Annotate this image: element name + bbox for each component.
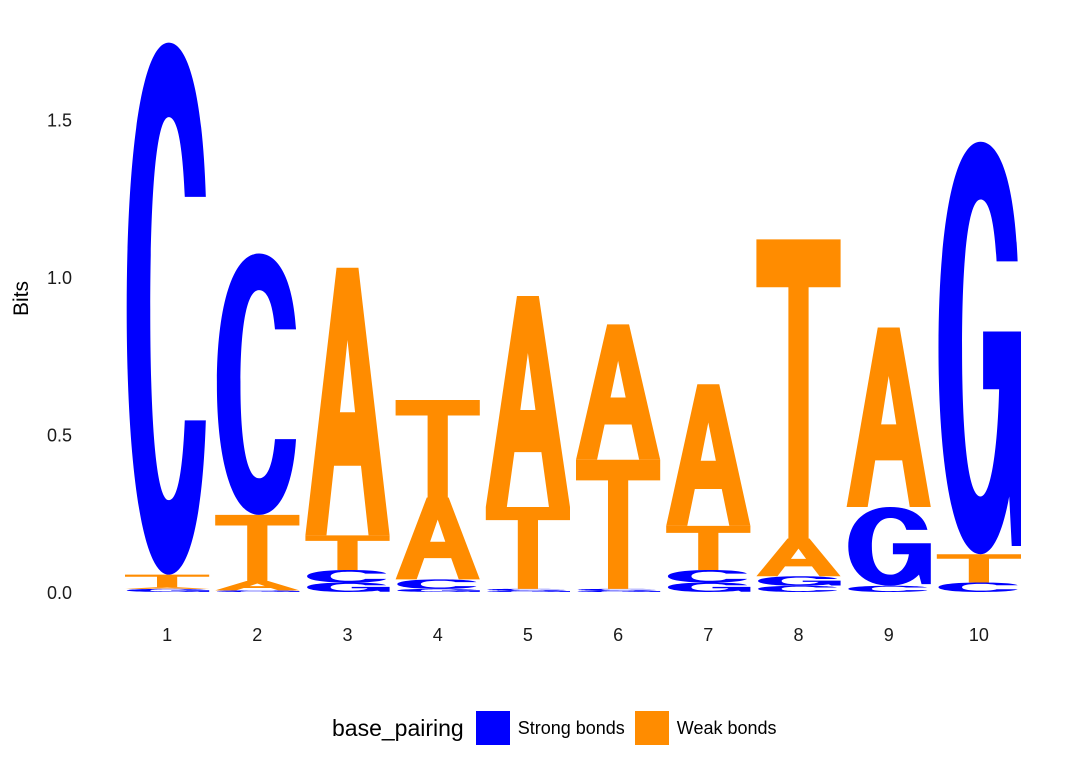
- logo-letter-t: [576, 459, 661, 589]
- logo-letter-c: [938, 582, 1018, 592]
- legend-swatch-weak: [634, 711, 669, 745]
- x-tick-label: 6: [613, 625, 623, 645]
- logo-letter-a: [395, 497, 480, 580]
- logo-letter-c: [848, 585, 928, 592]
- x-tick-label: 9: [884, 625, 894, 645]
- y-axis-label: Bits: [10, 280, 33, 316]
- logo-letter-c: [577, 588, 657, 591]
- logo-letter-a: [125, 587, 210, 589]
- logo-letter-g: [307, 582, 390, 592]
- legend-item-strong: Strong bonds: [475, 711, 625, 745]
- logo-letter-c: [216, 253, 297, 515]
- logo-letter-c: [397, 579, 477, 589]
- logo-letter-t: [215, 514, 300, 581]
- y-tick-label: 1.0: [47, 268, 72, 288]
- logo-letter-a: [666, 384, 751, 526]
- logo-letter-g: [216, 590, 300, 592]
- legend-label-strong: Strong bonds: [517, 717, 625, 738]
- x-tick-label: 3: [342, 625, 352, 645]
- logo-letter-a: [846, 327, 931, 507]
- logo-letter-a: [215, 580, 300, 591]
- x-tick-label: 2: [252, 625, 262, 645]
- legend-label-weak: Weak bonds: [676, 717, 777, 738]
- logo-letter-t: [485, 506, 570, 589]
- logo-letter-g: [126, 588, 210, 592]
- logo-letter-g: [667, 582, 751, 592]
- x-tick-label: 8: [793, 625, 803, 645]
- y-axis-ticks: 0.0 0.5 1.0 1.5: [47, 111, 72, 603]
- logo-letter-t: [305, 535, 390, 570]
- legend-item-weak: Weak bonds: [634, 711, 777, 745]
- logo-letter-t: [125, 574, 210, 588]
- logo-letter-a: [756, 538, 841, 577]
- x-axis-ticks: 1 2 3 4 5 6 7 8 9 10: [162, 625, 989, 645]
- logo-letter-g: [938, 141, 1021, 555]
- logo-letter-a: [305, 267, 390, 536]
- logo-letter-t: [666, 525, 751, 570]
- logo-letter-g: [577, 590, 661, 592]
- logo-letter-g: [758, 576, 841, 586]
- y-tick-label: 1.5: [47, 111, 72, 131]
- logo-letter-c: [667, 569, 748, 583]
- logo-letter-t: [395, 399, 480, 498]
- logo-letter-c: [307, 569, 387, 583]
- x-tick-label: 1: [162, 625, 172, 645]
- x-tick-label: 4: [433, 625, 443, 645]
- legend-swatch-strong: [475, 711, 510, 745]
- logo-letter-g: [848, 506, 931, 586]
- letter-stacks: [125, 42, 1021, 592]
- x-tick-label: 7: [703, 625, 713, 645]
- y-tick-label: 0.0: [47, 583, 72, 603]
- legend-title: base_pairing: [332, 714, 464, 741]
- x-tick-label: 10: [969, 625, 989, 645]
- legend: base_pairing Strong bonds Weak bonds: [332, 708, 777, 748]
- x-tick-label: 5: [523, 625, 533, 645]
- logo-letter-t: [936, 554, 1021, 583]
- logo-letter-c: [487, 588, 567, 591]
- logo-letter-a: [576, 324, 661, 460]
- logo-letter-c: [126, 42, 206, 575]
- logo-letter-c: [758, 585, 838, 592]
- logo-letter-g: [397, 588, 480, 592]
- logo-letter-a: [485, 296, 570, 507]
- logo-letter-t: [756, 239, 841, 539]
- y-tick-label: 0.5: [47, 426, 72, 446]
- logo-letter-g: [487, 590, 570, 592]
